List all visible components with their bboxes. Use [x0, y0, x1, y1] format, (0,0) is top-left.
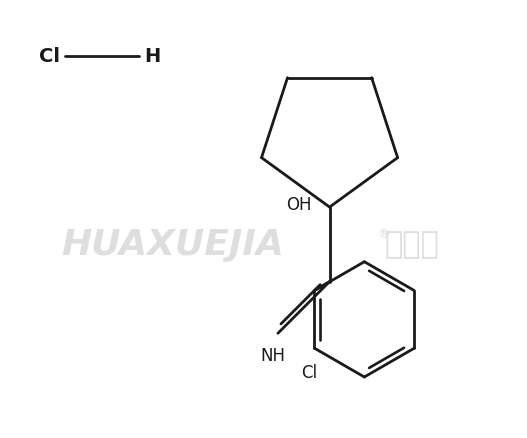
- Text: H: H: [144, 46, 160, 66]
- Text: HUAXUEJIA: HUAXUEJIA: [61, 228, 284, 262]
- Text: OH: OH: [286, 196, 311, 214]
- Text: ®: ®: [377, 228, 390, 241]
- Text: 化学加: 化学加: [384, 230, 439, 259]
- Text: Cl: Cl: [40, 46, 61, 66]
- Text: NH: NH: [260, 347, 286, 365]
- Text: Cl: Cl: [301, 364, 318, 382]
